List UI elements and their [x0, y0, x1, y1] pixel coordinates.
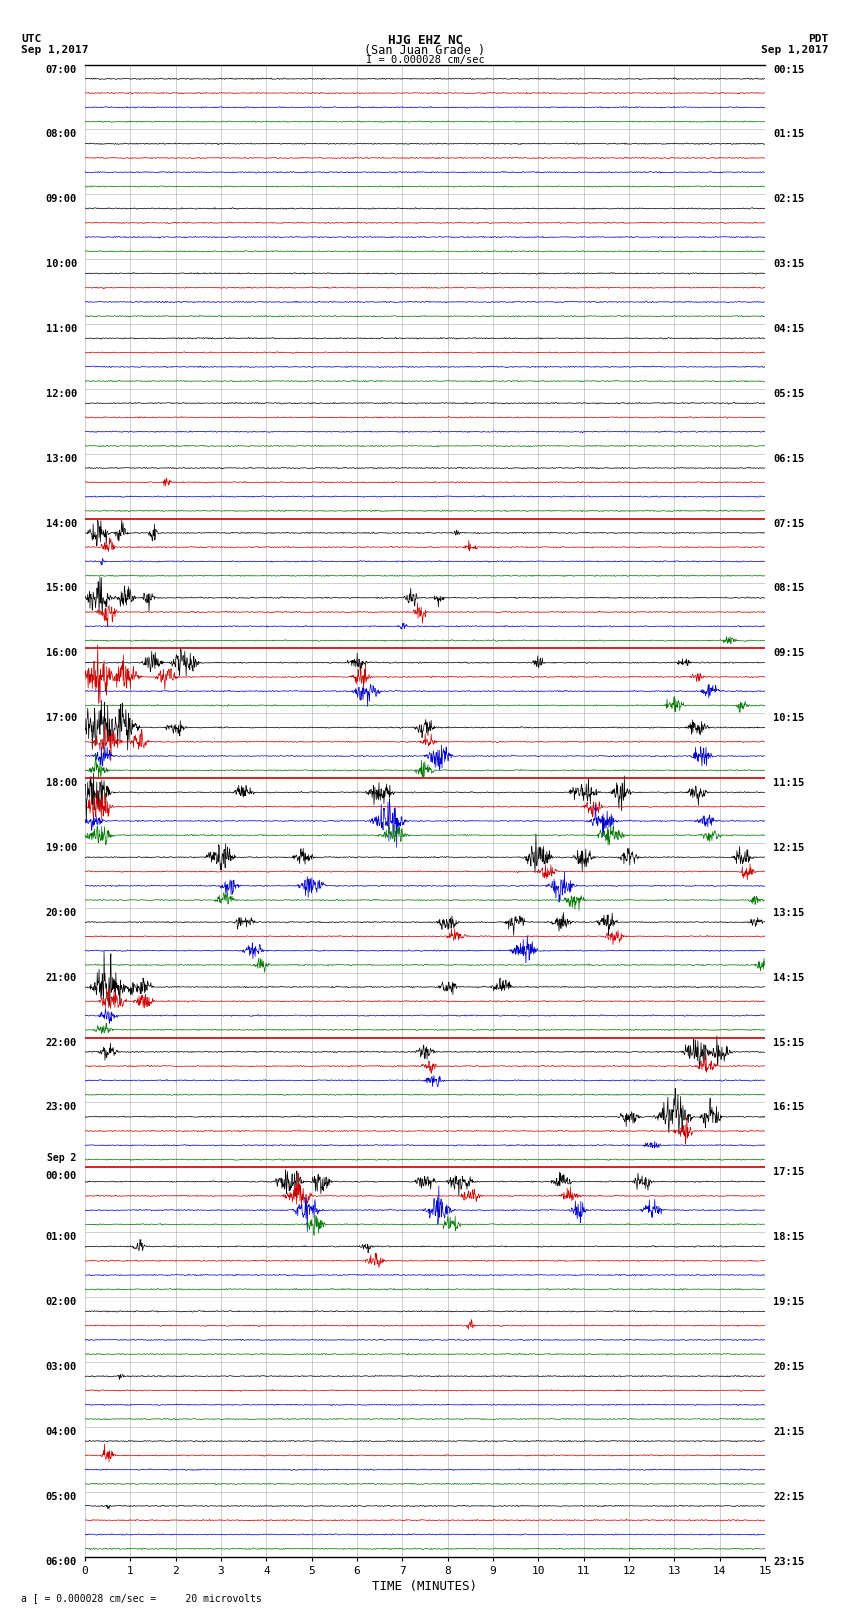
Text: 22:00: 22:00 [46, 1037, 76, 1047]
Text: 21:00: 21:00 [46, 973, 76, 982]
Text: 01:00: 01:00 [46, 1232, 76, 1242]
Text: 17:15: 17:15 [774, 1168, 804, 1177]
Text: 08:15: 08:15 [774, 584, 804, 594]
Text: I = 0.000028 cm/sec: I = 0.000028 cm/sec [366, 55, 484, 65]
Text: (San Juan Grade ): (San Juan Grade ) [365, 44, 485, 56]
Text: 07:15: 07:15 [774, 519, 804, 529]
Text: HJG EHZ NC: HJG EHZ NC [388, 34, 462, 47]
Text: 23:15: 23:15 [774, 1557, 804, 1566]
Text: 21:15: 21:15 [774, 1428, 804, 1437]
Text: 09:15: 09:15 [774, 648, 804, 658]
Text: 09:00: 09:00 [46, 194, 76, 205]
Text: 07:00: 07:00 [46, 65, 76, 74]
Text: 14:00: 14:00 [46, 519, 76, 529]
Text: a [ = 0.000028 cm/sec =     20 microvolts: a [ = 0.000028 cm/sec = 20 microvolts [21, 1594, 262, 1603]
Text: 18:15: 18:15 [774, 1232, 804, 1242]
Text: 19:00: 19:00 [46, 844, 76, 853]
Text: 00:00: 00:00 [46, 1171, 76, 1181]
Text: 02:15: 02:15 [774, 194, 804, 205]
Text: 18:00: 18:00 [46, 777, 76, 789]
Text: 10:00: 10:00 [46, 260, 76, 269]
Text: 05:00: 05:00 [46, 1492, 76, 1502]
Text: 04:15: 04:15 [774, 324, 804, 334]
Text: Sep 2: Sep 2 [48, 1153, 76, 1163]
Text: 03:15: 03:15 [774, 260, 804, 269]
Text: 16:00: 16:00 [46, 648, 76, 658]
Text: 01:15: 01:15 [774, 129, 804, 139]
Text: 06:15: 06:15 [774, 453, 804, 465]
Text: 15:15: 15:15 [774, 1037, 804, 1047]
Text: 11:00: 11:00 [46, 324, 76, 334]
Text: 23:00: 23:00 [46, 1102, 76, 1113]
Text: Sep 1,2017: Sep 1,2017 [21, 45, 88, 55]
Text: 19:15: 19:15 [774, 1297, 804, 1307]
Text: 11:15: 11:15 [774, 777, 804, 789]
Text: 16:15: 16:15 [774, 1102, 804, 1113]
Text: 08:00: 08:00 [46, 129, 76, 139]
Text: 20:00: 20:00 [46, 908, 76, 918]
Text: 22:15: 22:15 [774, 1492, 804, 1502]
Text: PDT: PDT [808, 34, 829, 44]
Text: 00:15: 00:15 [774, 65, 804, 74]
X-axis label: TIME (MINUTES): TIME (MINUTES) [372, 1579, 478, 1592]
Text: 14:15: 14:15 [774, 973, 804, 982]
Text: 03:00: 03:00 [46, 1361, 76, 1373]
Text: 05:15: 05:15 [774, 389, 804, 398]
Text: 12:15: 12:15 [774, 844, 804, 853]
Text: UTC: UTC [21, 34, 42, 44]
Text: Sep 1,2017: Sep 1,2017 [762, 45, 829, 55]
Text: 13:15: 13:15 [774, 908, 804, 918]
Text: 20:15: 20:15 [774, 1361, 804, 1373]
Text: 04:00: 04:00 [46, 1428, 76, 1437]
Text: 10:15: 10:15 [774, 713, 804, 723]
Text: 06:00: 06:00 [46, 1557, 76, 1566]
Text: 17:00: 17:00 [46, 713, 76, 723]
Text: 13:00: 13:00 [46, 453, 76, 465]
Text: 15:00: 15:00 [46, 584, 76, 594]
Text: 02:00: 02:00 [46, 1297, 76, 1307]
Text: 12:00: 12:00 [46, 389, 76, 398]
